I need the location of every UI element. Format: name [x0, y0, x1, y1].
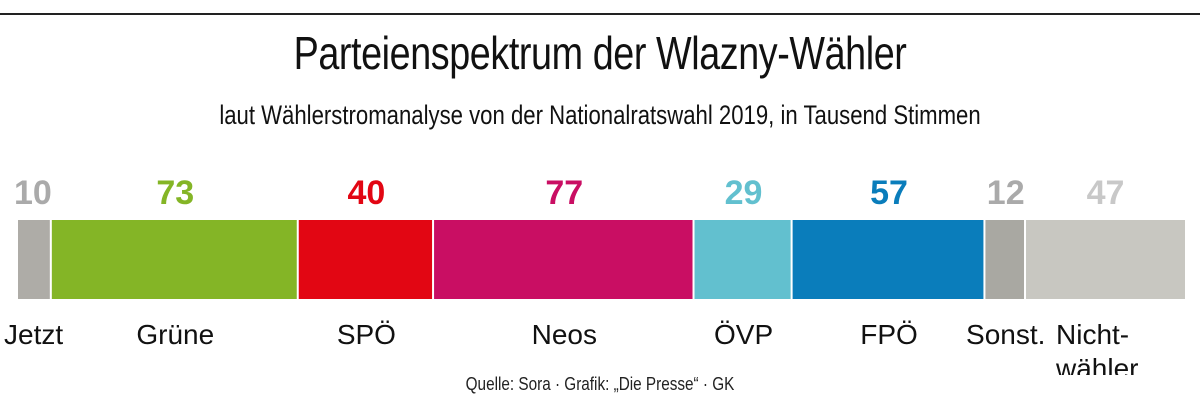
- value-label: 77: [545, 174, 583, 212]
- chart-subtitle: laut Wählerstromanalyse von der National…: [219, 100, 981, 130]
- value-label: 73: [156, 174, 194, 212]
- value-label: 12: [987, 174, 1025, 212]
- top-rule: [0, 13, 1200, 15]
- chart-title: Parteienspektrum der Wlazny-Wähler: [293, 27, 907, 79]
- value-label: 40: [347, 174, 385, 212]
- bar-segment: [18, 220, 50, 299]
- category-label: Neos: [532, 319, 597, 350]
- category-label: SPÖ: [337, 319, 396, 350]
- bar-segment: [298, 220, 433, 299]
- value-label: 47: [1087, 174, 1125, 212]
- category-label: Sonst.: [966, 319, 1045, 350]
- value-label: 29: [725, 174, 763, 212]
- category-label: Grüne: [136, 319, 214, 350]
- bar-segment: [1026, 220, 1185, 299]
- bar-segment: [51, 220, 297, 299]
- category-label: Nicht-wähler: [1055, 319, 1138, 375]
- value-label: 57: [870, 174, 908, 212]
- bar-segment: [694, 220, 791, 299]
- source-note: Quelle: Sora · Grafik: „Die Presse“ · GK: [465, 374, 735, 394]
- category-label: ÖVP: [714, 319, 773, 350]
- stacked-bar-chart: 10 Jetzt 73 Grüne 40 SPÖ 77 Neos 29 ÖVP 57 FPÖ 12 Son…: [4, 174, 1185, 375]
- category-label: FPÖ: [860, 319, 918, 350]
- value-label: 10: [14, 174, 52, 212]
- bar-segment: [434, 220, 693, 299]
- bar-segment: [792, 220, 984, 299]
- bar-segment: [985, 220, 1025, 299]
- category-label: Jetzt: [4, 319, 63, 350]
